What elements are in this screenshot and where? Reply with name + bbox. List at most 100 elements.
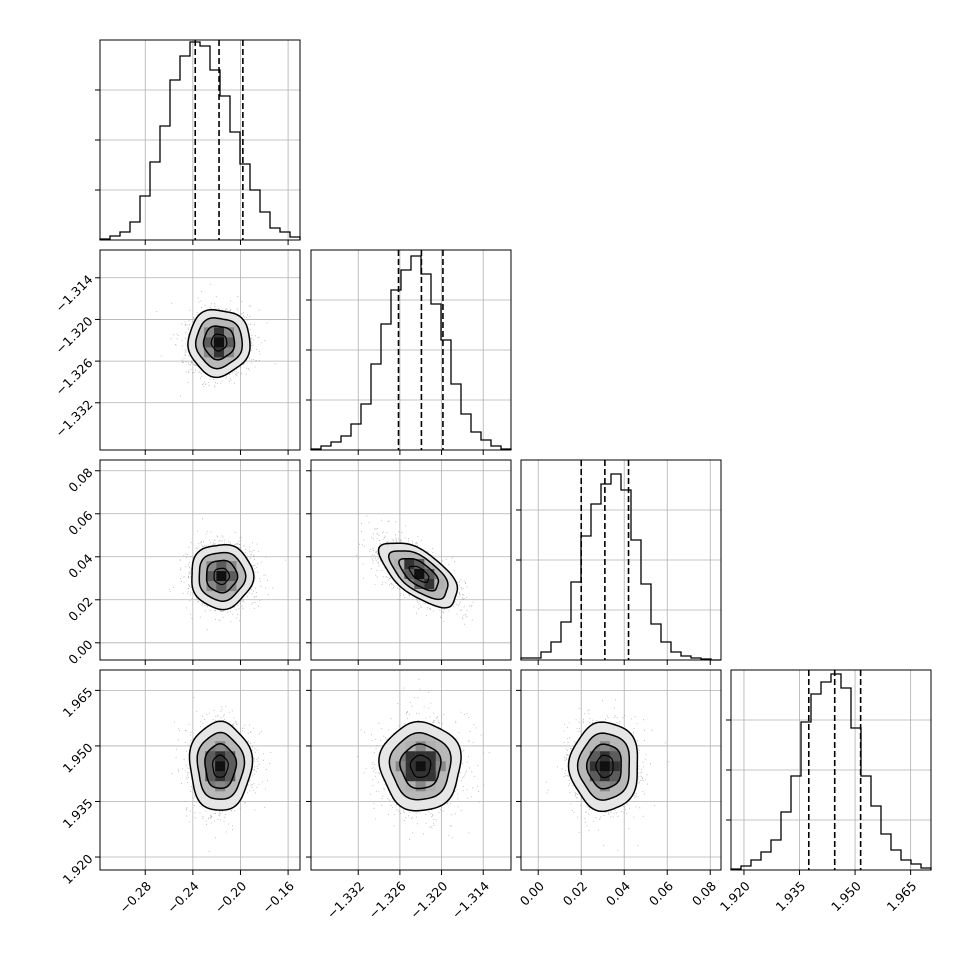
density-pixel <box>205 751 216 762</box>
density-pixel <box>609 761 620 772</box>
x-tick-label-3-2: 1.950 <box>828 878 864 914</box>
density-pixel <box>225 771 236 782</box>
contour-line <box>387 550 449 601</box>
contour-line <box>198 551 247 602</box>
contour-line <box>576 732 631 801</box>
panel-frame <box>99 39 301 241</box>
contour-line <box>409 754 432 778</box>
scatter-panel-3-1 <box>306 669 512 875</box>
scatter-points <box>168 518 286 631</box>
y-tick-label-2-3: 0.06 <box>65 508 95 538</box>
contour-line <box>398 557 440 592</box>
density-pixel <box>216 561 227 572</box>
histogram-step-2 <box>520 473 721 661</box>
histogram-step-1 <box>310 255 512 450</box>
contour-line <box>567 721 639 813</box>
density-pixel <box>434 578 445 589</box>
density-pixel <box>204 337 215 348</box>
density-pixel <box>589 761 600 772</box>
density-pixel <box>214 337 225 348</box>
x-tick-label-2-3: 0.06 <box>646 878 676 908</box>
scatter-panel-3-2 <box>516 669 722 875</box>
y-tick-label-2-4: 0.08 <box>65 465 95 495</box>
density-pixel <box>425 751 436 762</box>
x-tick-label-2-0: 0.00 <box>517 878 547 908</box>
histogram-panel-2 <box>516 459 722 665</box>
contour-line <box>202 325 236 361</box>
y-tick-label-3-1: 1.935 <box>60 795 96 831</box>
x-tick-label-0-1: −0.24 <box>164 878 202 916</box>
y-tick-label-1-3: −1.314 <box>52 272 95 315</box>
contour-line <box>399 743 442 790</box>
y-tick-label-2-1: 0.02 <box>65 594 95 624</box>
density-pixel <box>215 741 226 752</box>
panel-frame <box>99 669 301 871</box>
contour-line <box>196 731 246 800</box>
density-pixel <box>599 761 610 772</box>
density-pixel <box>415 761 426 772</box>
scatter-panel-2-0 <box>95 459 301 665</box>
contour-line <box>194 317 244 370</box>
density-pixel <box>206 581 217 592</box>
density-pixel <box>206 571 217 582</box>
x-tick-label-1-2: −1.320 <box>407 878 450 921</box>
density-pixel <box>414 568 425 579</box>
density-pixel <box>589 751 600 762</box>
density-pixel <box>425 741 436 752</box>
histogram-panel-0 <box>95 39 301 245</box>
y-tick-label-1-1: −1.326 <box>52 355 95 398</box>
density-pixel <box>215 751 226 762</box>
histogram-step-3 <box>730 673 932 870</box>
density-pixel <box>599 771 610 782</box>
density-pixel <box>226 561 237 572</box>
density-pixel <box>205 761 216 772</box>
density-pixel <box>215 771 226 782</box>
density-pixel <box>205 771 216 782</box>
panel-frame <box>310 669 512 871</box>
x-tick-label-0-3: −0.16 <box>259 878 297 916</box>
contour-line <box>585 743 622 790</box>
density-pixel <box>216 581 227 592</box>
density-pixel <box>609 771 620 782</box>
panel-frame <box>310 459 512 661</box>
panel-frame <box>520 459 722 661</box>
density-pixel <box>424 578 435 589</box>
y-tick-label-3-3: 1.965 <box>60 684 96 720</box>
density-pixel <box>415 781 426 792</box>
scatter-panel-1-0 <box>95 249 301 455</box>
y-tick-label-1-2: −1.320 <box>52 313 95 356</box>
density-pixel <box>415 771 426 782</box>
density-pixel <box>424 568 435 579</box>
contour-line <box>191 544 255 611</box>
y-tick-label-2-2: 0.04 <box>65 551 95 581</box>
density-pixel <box>215 781 226 792</box>
density-pixel <box>405 741 416 752</box>
histogram-panel-3 <box>726 669 932 875</box>
panel-frame <box>310 249 512 451</box>
contour-line <box>408 565 430 583</box>
panel-frame <box>730 669 932 871</box>
contour-line <box>378 720 462 812</box>
contour-line <box>188 720 254 811</box>
y-tick-label-3-0: 1.920 <box>60 851 96 887</box>
scatter-panel-3-0 <box>95 669 301 875</box>
density-pixel <box>224 327 235 338</box>
density-pixel <box>405 771 416 782</box>
contour-line <box>377 542 459 609</box>
contour-line <box>213 567 231 586</box>
panel-frame <box>99 249 301 451</box>
x-tick-label-3-1: 1.935 <box>773 878 809 914</box>
density-pixel <box>214 347 225 358</box>
density-pixel <box>224 347 235 358</box>
density-pixel <box>204 327 215 338</box>
density-pixel <box>225 761 236 772</box>
density-pixel <box>224 337 235 348</box>
contour-line <box>187 308 251 379</box>
density-pixel <box>599 781 610 792</box>
y-tick-label-2-0: 0.00 <box>65 637 95 667</box>
density-pixel <box>599 741 610 752</box>
panel-frame <box>520 669 722 871</box>
density-pixel <box>415 751 426 762</box>
contour-line <box>595 754 614 779</box>
